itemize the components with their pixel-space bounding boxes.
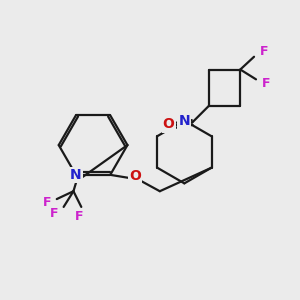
Text: F: F [262, 77, 270, 90]
Text: O: O [163, 118, 175, 131]
Text: N: N [70, 168, 82, 182]
Text: F: F [43, 196, 51, 209]
Text: O: O [129, 169, 141, 184]
Text: N: N [178, 114, 190, 128]
Text: F: F [260, 45, 268, 58]
Text: F: F [75, 210, 84, 223]
Text: F: F [50, 207, 58, 220]
